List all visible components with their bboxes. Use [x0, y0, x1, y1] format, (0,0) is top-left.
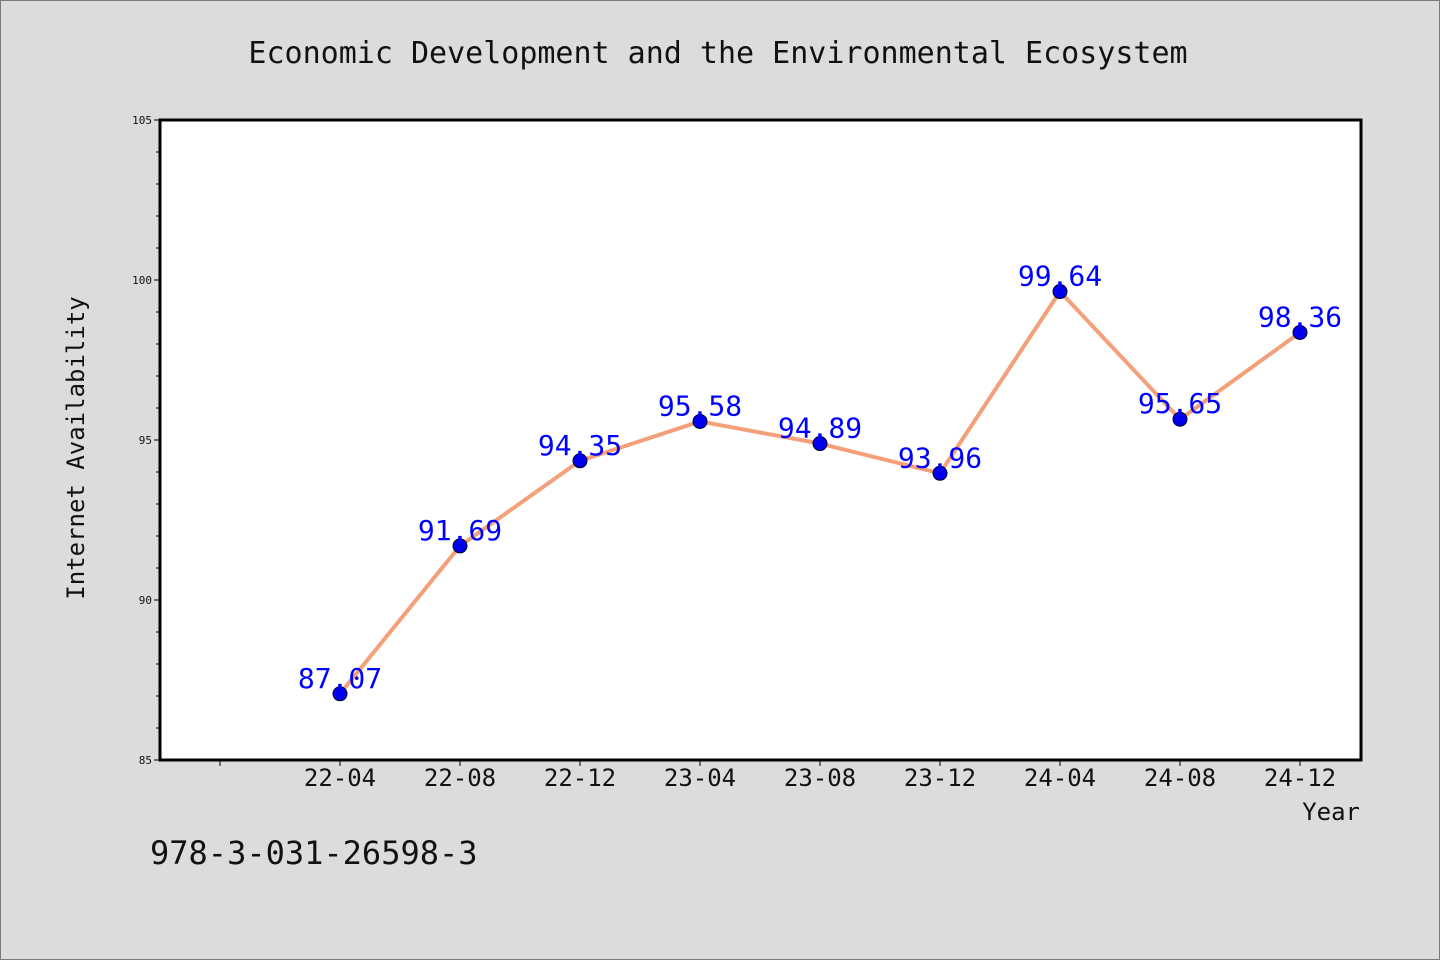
y-tick-label: 105 — [132, 114, 152, 127]
data-point — [692, 413, 708, 429]
y-tick-label: 85 — [139, 754, 152, 767]
data-label: 94.89 — [778, 412, 862, 445]
data-label: 94.35 — [538, 429, 622, 462]
data-point — [452, 538, 468, 554]
x-tick-label: 23-04 — [664, 764, 736, 792]
data-point — [1172, 411, 1188, 427]
data-label: 87.07 — [298, 662, 382, 695]
x-tick-label: 22-12 — [544, 764, 616, 792]
x-axis-label: Year — [1302, 798, 1360, 826]
data-point — [1052, 284, 1068, 300]
chart-title: Economic Development and the Environment… — [248, 36, 1187, 71]
data-label: 95.65 — [1138, 387, 1222, 420]
x-axis: 22-04 22-08 22-12 23-04 23-08 23-12 24-04 24-08… — [219, 760, 1336, 792]
y-tick-label: 90 — [139, 594, 152, 607]
data-point — [332, 686, 348, 702]
x-tick-label: 24-12 — [1264, 764, 1336, 792]
x-tick-label: 24-04 — [1024, 764, 1096, 792]
data-point — [572, 453, 588, 469]
isbn-text: 978-3-031-26598-3 — [150, 834, 478, 872]
data-label: 99.64 — [1018, 260, 1102, 293]
x-tick-label: 24-08 — [1144, 764, 1216, 792]
x-tick-label: 23-08 — [784, 764, 856, 792]
y-axis: 85 90 95 100 105 — [132, 114, 160, 767]
x-tick-label: 22-08 — [424, 764, 496, 792]
plot-area — [158, 118, 1363, 762]
data-label: 91.69 — [418, 514, 502, 547]
data-point — [1292, 324, 1308, 340]
x-tick-label: 22-04 — [304, 764, 376, 792]
x-tick-label: 23-12 — [904, 764, 976, 792]
y-tick-label: 95 — [139, 434, 152, 447]
y-axis-label: Internet Availability — [62, 296, 90, 599]
data-point — [932, 465, 948, 481]
data-label: 98.36 — [1258, 300, 1342, 333]
y-tick-label: 100 — [132, 274, 152, 287]
data-point — [812, 436, 828, 452]
y-axis-minor-ticks — [156, 151, 160, 729]
series-internet-availability: 87.07 91.69 94.35 95.58 94.89 93.96 99.64 95.65… — [298, 260, 1342, 702]
data-label: 93.96 — [898, 441, 982, 474]
data-label: 95.58 — [658, 389, 742, 422]
